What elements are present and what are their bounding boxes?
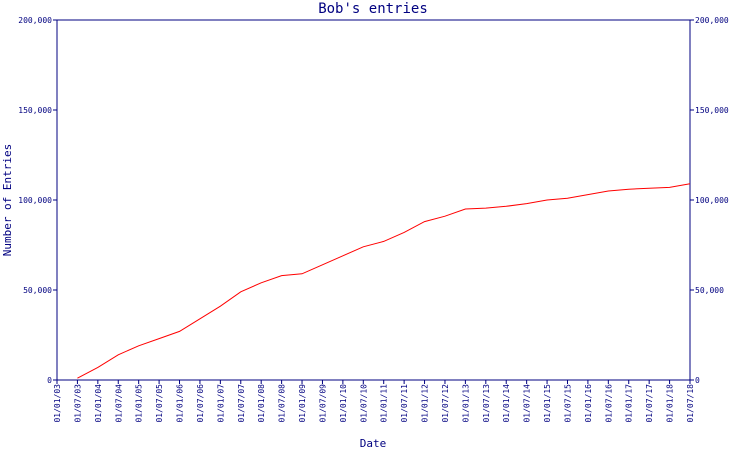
x-tick-label: 01/01/10 — [339, 384, 348, 423]
y-tick-label: 0 — [47, 376, 52, 385]
y2-tick-label: 150,000 — [695, 106, 729, 115]
x-tick-label: 01/01/13 — [461, 384, 470, 423]
series-line — [77, 183, 691, 379]
x-tick-label: 01/01/11 — [380, 384, 389, 423]
x-tick-label: 01/07/06 — [196, 384, 205, 423]
x-tick-label: 01/07/10 — [359, 384, 368, 423]
x-tick-label: 01/07/04 — [114, 384, 123, 423]
x-tick-label: 01/07/08 — [278, 384, 287, 423]
y-axis-label: Number of Entries — [1, 144, 14, 257]
y-tick-label: 50,000 — [23, 286, 52, 295]
x-tick-label: 01/01/06 — [176, 384, 185, 423]
x-tick-label: 01/07/09 — [318, 384, 327, 423]
y2-tick-label: 100,000 — [695, 196, 729, 205]
x-tick-label: 01/01/07 — [216, 384, 225, 423]
x-tick-label: 01/07/07 — [237, 384, 246, 423]
x-tick-label: 01/07/03 — [73, 384, 82, 423]
x-tick-label: 01/07/15 — [563, 384, 572, 423]
x-tick-label: 01/07/18 — [686, 384, 695, 423]
y-tick-label: 200,000 — [18, 16, 52, 25]
x-tick-label: 01/01/05 — [135, 384, 144, 423]
y-tick-label: 100,000 — [18, 196, 52, 205]
x-tick-label: 01/01/15 — [543, 384, 552, 423]
x-tick-label: 01/07/14 — [523, 384, 532, 423]
x-tick-label: 01/01/08 — [257, 384, 266, 423]
plot-frame — [56, 19, 691, 381]
x-tick-label: 01/07/05 — [155, 384, 164, 423]
x-tick-label: 01/07/17 — [645, 384, 654, 423]
x-tick-label: 01/01/18 — [666, 384, 675, 423]
y2-tick-label: 0 — [695, 376, 700, 385]
x-tick-label: 01/01/03 — [53, 384, 62, 423]
x-tick-label: 01/01/12 — [421, 384, 430, 423]
chart-title: Bob's entries — [318, 1, 428, 17]
x-tick-label: 01/07/11 — [400, 384, 409, 423]
x-tick-label: 01/01/14 — [502, 384, 511, 423]
y2-tick-label: 50,000 — [695, 286, 724, 295]
x-axis-label: Date — [360, 437, 387, 450]
x-tick-label: 01/07/16 — [604, 384, 613, 423]
x-tick-label: 01/07/13 — [482, 384, 491, 423]
x-tick-label: 01/01/04 — [94, 384, 103, 423]
y-tick-label: 150,000 — [18, 106, 52, 115]
x-tick-label: 01/01/17 — [625, 384, 634, 423]
x-tick-label: 01/07/12 — [441, 384, 450, 423]
y2-tick-label: 200,000 — [695, 16, 729, 25]
x-tick-label: 01/01/09 — [298, 384, 307, 423]
x-tick-label: 01/01/16 — [584, 384, 593, 423]
